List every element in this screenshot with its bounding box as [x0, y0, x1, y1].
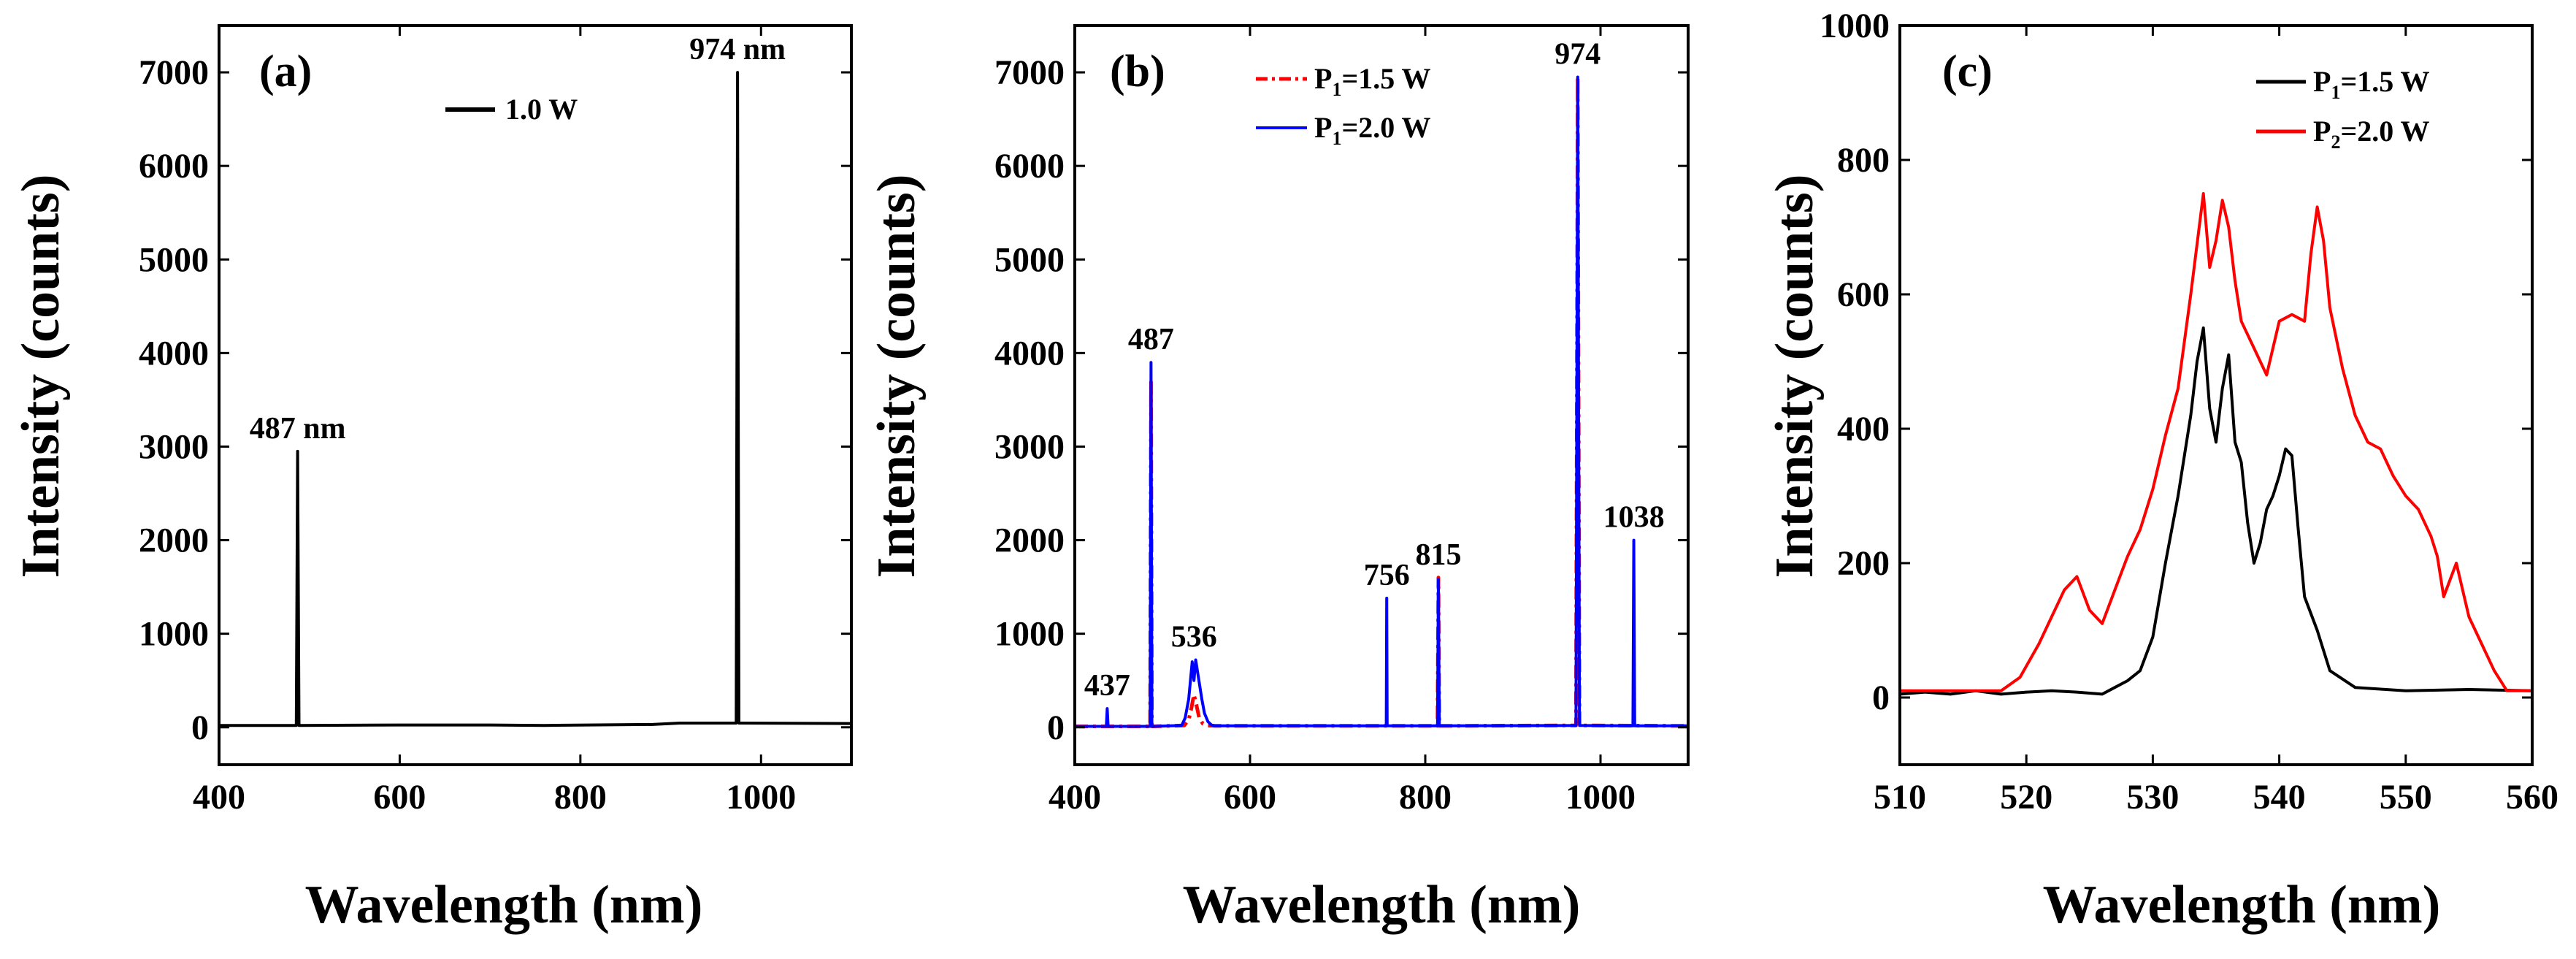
panel-b-x-tick-label: 400 — [1049, 778, 1101, 817]
panel-b-series-2-line — [1075, 75, 1688, 728]
panel-c-legend: P1=1.5 W P2=2.0 W — [2256, 65, 2430, 153]
panel-b-legend-label-1: P1=1.5 W — [1314, 62, 1431, 100]
panel-b-peak-annotation-4: 756 — [1364, 559, 1410, 592]
panel-a-y-tick-label: 7000 — [139, 53, 209, 92]
panel-b-y-axis-title: Intensity (counts) — [867, 175, 927, 578]
panel-c-y-tick-label: 400 — [1837, 410, 1890, 448]
panel-a-y-tick-label: 1000 — [139, 615, 209, 654]
panel-b-peak-annotation-3: 536 — [1171, 621, 1217, 654]
panel-a-peak-annotation-2: 974 nm — [689, 33, 786, 66]
panel-a-legend: 1.0 W — [445, 93, 578, 126]
panel-c-label: (c) — [1942, 47, 1993, 96]
panel-c-y-tick-label: 1000 — [1820, 7, 1890, 45]
panel-c-x-tick-label: 510 — [1874, 778, 1926, 817]
panel-c-x-tick-label: 520 — [2000, 778, 2052, 817]
panel-a-y-tick-label: 5000 — [139, 240, 209, 279]
panel-a-legend-label: 1.0 W — [505, 93, 578, 126]
panel-c-y-axis-title: Intensity (counts) — [1765, 175, 1825, 578]
panel-b-series-1-line — [1075, 75, 1689, 728]
panel-b-y-tick-label: 5000 — [994, 240, 1065, 279]
panel-a: Intensity (counts) Wavelength (nm) (a) 1… — [11, 24, 853, 935]
panel-c-y-tick-label: 200 — [1837, 544, 1890, 583]
panel-a-x-tick-label: 1000 — [726, 778, 796, 817]
panel-a-y-tick-label: 4000 — [139, 334, 209, 372]
panel-c-x-tick-label: 540 — [2253, 778, 2306, 817]
panel-b-y-tick-label: 2000 — [994, 521, 1065, 560]
panel-c-plot-frame — [1898, 24, 2534, 766]
panel-a-y-axis-title: Intensity (counts) — [11, 175, 71, 578]
panel-a-series-1-line — [219, 71, 852, 727]
panel-b-y-tick-label: 6000 — [994, 147, 1065, 186]
panel-c-x-axis-title: Wavelength (nm) — [2043, 875, 2441, 935]
panel-a-plot-frame — [218, 24, 853, 766]
panel-b-plot-frame — [1073, 24, 1690, 766]
panel-b-x-tick-label: 800 — [1399, 778, 1452, 817]
panel-c-y-tick-label: 800 — [1837, 141, 1890, 180]
panel-b-x-tick-label: 1000 — [1565, 778, 1636, 817]
panel-b-peak-annotation-6: 974 — [1555, 37, 1601, 71]
panel-a-y-tick-label: 2000 — [139, 521, 209, 560]
panel-b-peak-annotation-1: 437 — [1084, 669, 1130, 703]
panel-a-peak-annotation-1: 487 nm — [250, 412, 346, 446]
panel-a-x-tick-label: 600 — [373, 778, 426, 817]
panel-c-series-1-line — [1899, 326, 2533, 696]
panel-a-x-axis-title: Wavelength (nm) — [305, 875, 703, 935]
panel-b-x-tick-label: 600 — [1224, 778, 1276, 817]
panel-b-peak-annotation-5: 815 — [1416, 538, 1462, 572]
panel-a-x-tick-label: 800 — [554, 778, 607, 817]
panel-b-legend: P1=1.5 W P1=2.0 W — [1256, 62, 1431, 149]
panel-c-x-tick-label: 530 — [2126, 778, 2179, 817]
panel-b-peak-annotation-2: 487 — [1128, 323, 1174, 356]
panel-b-legend-label-2: P1=2.0 W — [1314, 111, 1431, 149]
panel-a-y-tick-label: 3000 — [139, 427, 209, 466]
panel-c-x-tick-label: 550 — [2380, 778, 2432, 817]
panel-c-x-tick-label: 560 — [2506, 778, 2558, 817]
panel-a-label: (a) — [259, 47, 312, 96]
panel-b-label: (b) — [1110, 47, 1165, 96]
panel-b: Intensity (counts) Wavelength (nm) (b) P… — [867, 24, 1690, 935]
panel-b-y-tick-label: 7000 — [994, 53, 1065, 92]
panel-c-legend-label-2: P2=2.0 W — [2313, 115, 2430, 153]
panel-a-y-tick-label: 0 — [191, 708, 209, 747]
panel-c-y-tick-label: 600 — [1837, 275, 1890, 314]
panel-c-series-2-line — [1900, 192, 2532, 692]
panel-b-peak-annotation-7: 1038 — [1603, 501, 1665, 535]
panel-b-y-tick-label: 1000 — [994, 615, 1065, 654]
panel-c: Intensity (counts) Wavelength (nm) (c) P… — [1765, 7, 2558, 935]
panel-c-legend-label-1: P1=1.5 W — [2313, 65, 2430, 103]
panel-c-y-tick-label: 0 — [1872, 679, 1890, 717]
panel-a-y-tick-label: 6000 — [139, 147, 209, 186]
panel-b-y-tick-label: 3000 — [994, 427, 1065, 466]
panel-a-x-tick-label: 400 — [193, 778, 245, 817]
panel-b-x-axis-title: Wavelength (nm) — [1183, 875, 1581, 935]
panel-b-y-tick-label: 0 — [1047, 708, 1065, 747]
panel-b-y-tick-label: 4000 — [994, 334, 1065, 372]
